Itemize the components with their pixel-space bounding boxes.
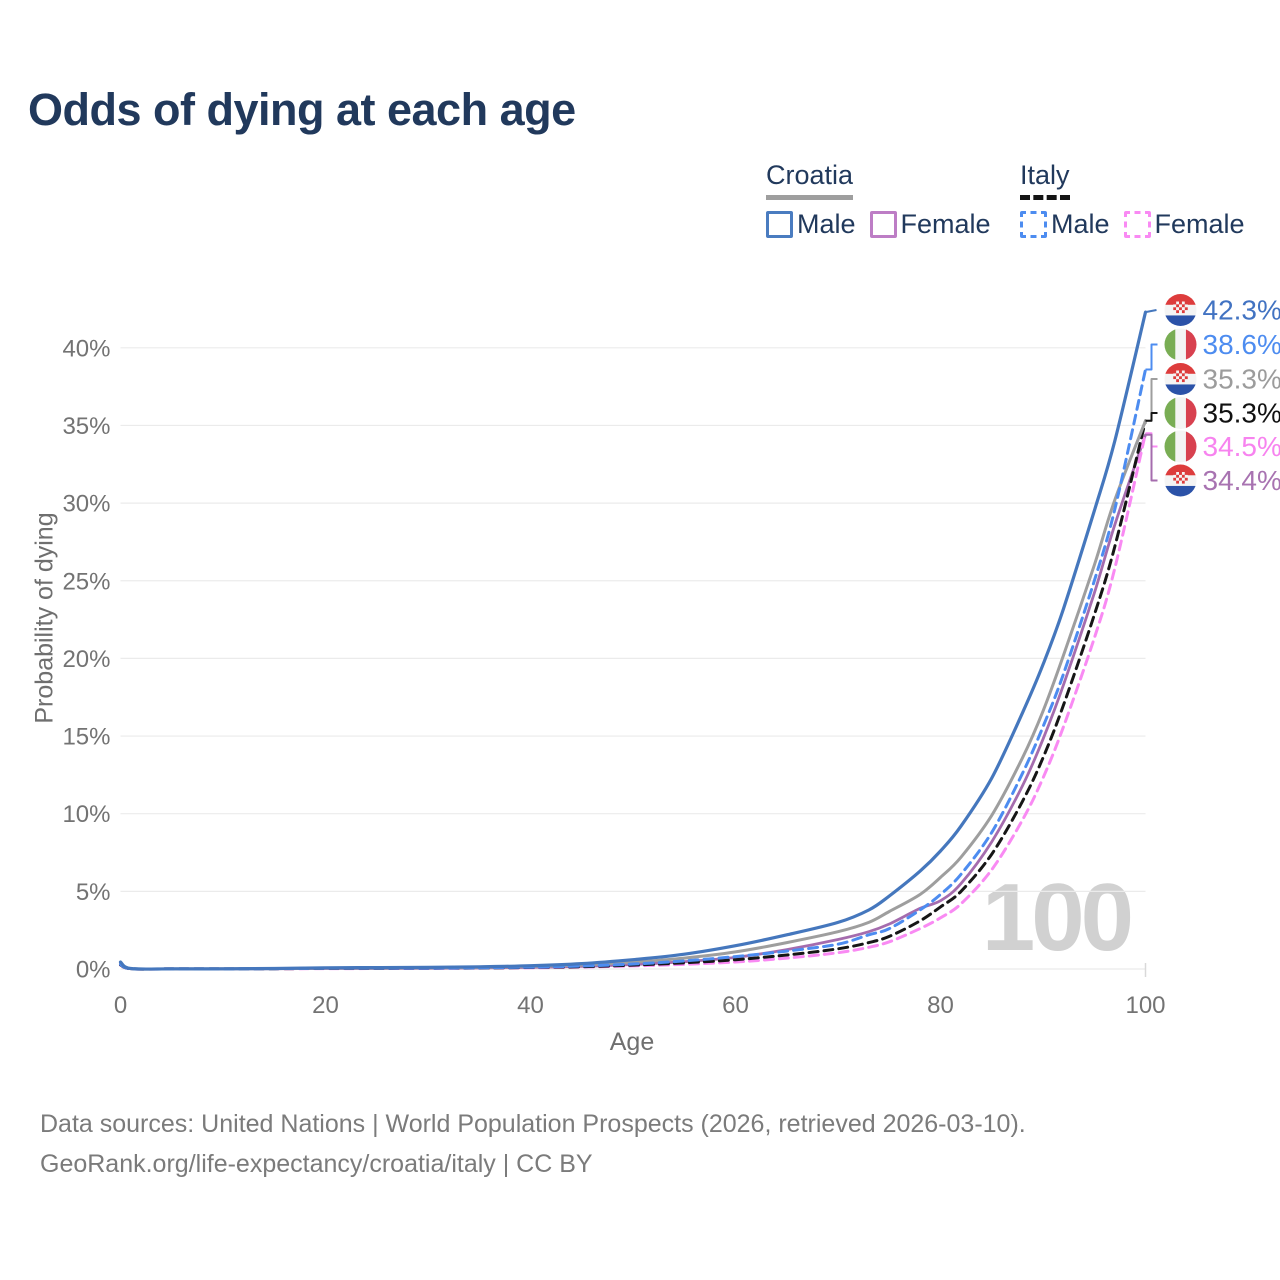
legend-item-label: Male <box>797 209 856 239</box>
y-tick-label-20: 20% <box>62 646 110 673</box>
legend-group-italy: Italy Male Female <box>1020 160 1245 240</box>
italy-flag-icon <box>1164 328 1197 361</box>
y-tick-label-0: 0% <box>76 957 111 984</box>
croatia-flag-icon <box>1164 363 1197 395</box>
end-value-label-croatia-male: 42.3% <box>1203 295 1280 326</box>
page-title: Odds of dying at each age <box>28 84 576 135</box>
legend-item-croatia-male[interactable]: Male <box>766 209 856 240</box>
x-tick-label-20: 20 <box>312 992 339 1019</box>
y-tick-label-30: 30% <box>62 491 110 518</box>
end-value-label-italy-female: 34.5% <box>1203 431 1280 462</box>
y-axis-title: Probability of dying <box>30 512 59 724</box>
italy-female-swatch-icon <box>1123 211 1151 238</box>
italy-flag-icon <box>1164 397 1197 429</box>
croatia-flag-icon <box>1164 464 1197 497</box>
italy-male-swatch-icon <box>1020 211 1047 238</box>
legend-group-croatia: Croatia Male Female <box>766 160 991 240</box>
y-tick-label-15: 15% <box>62 724 110 751</box>
end-label-leader <box>1145 378 1158 422</box>
croatia-female-swatch-icon <box>869 211 897 238</box>
italy-flag-icon <box>1164 430 1197 463</box>
end-value-label-croatia-female: 34.4% <box>1203 465 1280 496</box>
x-tick-label-0: 0 <box>114 992 127 1019</box>
x-axis-title: Age <box>609 1028 655 1056</box>
legend-item-label: Female <box>900 209 991 239</box>
end-value-label-italy-total: 35.3% <box>1203 398 1280 429</box>
y-tick-label-40: 40% <box>62 335 110 362</box>
attribution-text: GeoRank.org/life-expectancy/croatia/ital… <box>40 1150 593 1178</box>
y-tick-label-10: 10% <box>62 801 110 828</box>
legend-country-croatia: Croatia <box>766 160 854 200</box>
croatia-flag-icon <box>1164 294 1197 326</box>
legend-item-croatia-female[interactable]: Female <box>869 209 991 240</box>
x-tick-label-60: 60 <box>722 992 749 1019</box>
end-value-label-croatia-total: 35.3% <box>1203 364 1280 395</box>
legend-item-italy-male[interactable]: Male <box>1020 209 1110 240</box>
y-tick-label-25: 25% <box>62 568 110 595</box>
legend-item-label: Male <box>1051 209 1110 239</box>
y-tick-label-5: 5% <box>76 879 111 906</box>
legend-country-italy: Italy <box>1020 160 1070 200</box>
age-watermark: 100 <box>981 864 1134 971</box>
end-label-leader <box>1145 432 1158 448</box>
end-value-label-italy-male: 38.6% <box>1203 329 1280 360</box>
end-label-leader <box>1145 343 1158 371</box>
y-tick-label-35: 35% <box>62 413 110 440</box>
x-tick-label-100: 100 <box>1125 992 1165 1019</box>
data-sources-text: Data sources: United Nations | World Pop… <box>40 1110 1026 1138</box>
legend-item-label: Female <box>1154 209 1245 239</box>
croatia-male-swatch-icon <box>766 211 793 238</box>
x-tick-label-40: 40 <box>517 992 544 1019</box>
end-label-leader <box>1145 309 1157 314</box>
x-tick-label-80: 80 <box>927 992 954 1019</box>
end-label-leader <box>1145 433 1158 482</box>
legend-item-italy-female[interactable]: Female <box>1123 209 1245 240</box>
end-label-leader <box>1145 412 1158 422</box>
